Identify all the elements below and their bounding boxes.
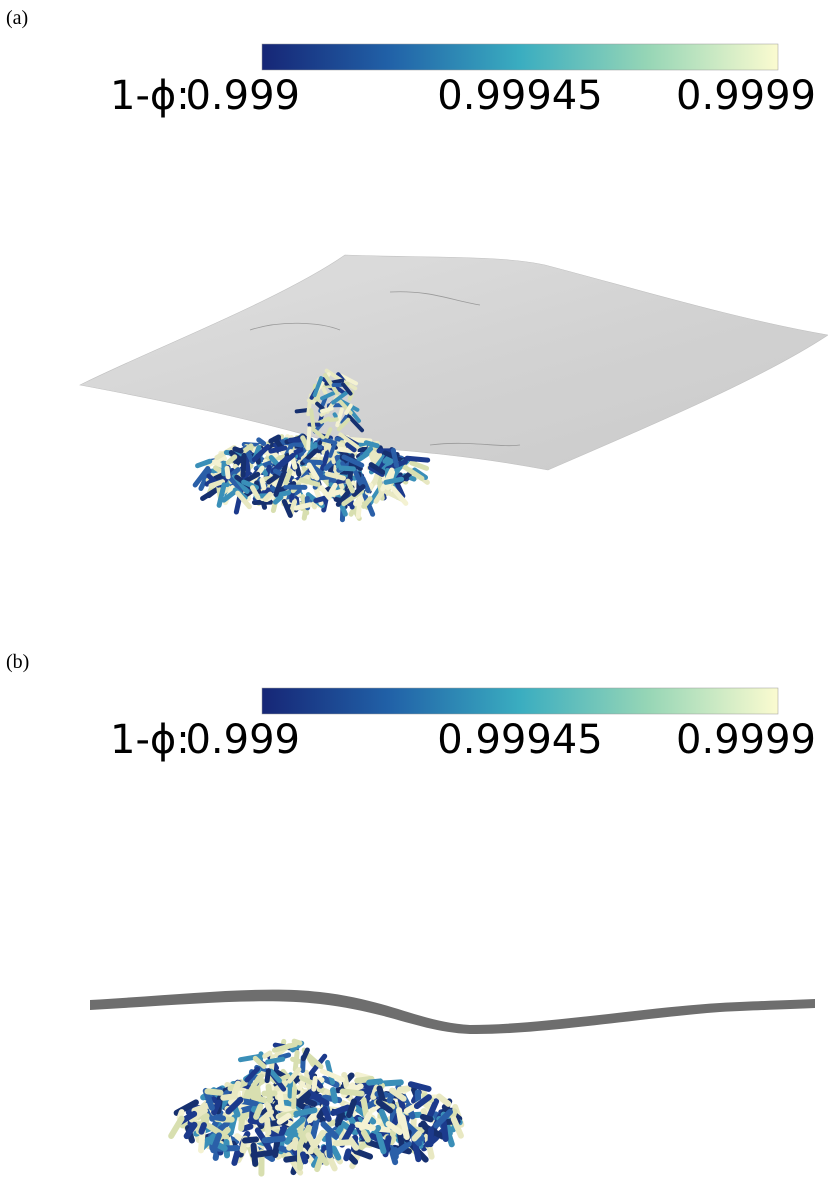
particle <box>375 476 377 482</box>
particle <box>439 1096 448 1103</box>
particle <box>343 1092 362 1094</box>
figure: (a) 1-ϕ: 0.999 0.99945 0.9999 (b) 1-ϕ: 0… <box>0 0 828 1180</box>
particle <box>334 1148 339 1157</box>
particle <box>295 450 301 453</box>
colorbar-tick: 0.99945 <box>437 717 602 763</box>
particle <box>265 1139 283 1141</box>
colorbar-tick: 0.9999 <box>676 73 816 119</box>
particle <box>246 456 248 471</box>
colorbar <box>262 44 778 70</box>
particle <box>262 480 264 488</box>
particle <box>311 410 313 426</box>
particle <box>243 1126 250 1128</box>
particle <box>333 1090 335 1101</box>
particle <box>256 1106 260 1116</box>
particle <box>383 1082 400 1083</box>
particle <box>282 1128 284 1133</box>
particle <box>407 458 428 460</box>
particle <box>216 1117 223 1118</box>
page: {"panels": [ {"label": "(a)", "colorbar"… <box>0 0 828 1180</box>
particle <box>307 1101 314 1104</box>
interface-surface <box>80 255 828 470</box>
particle <box>414 1134 418 1139</box>
particle <box>341 468 354 469</box>
particle <box>171 1119 181 1136</box>
particle <box>346 1151 348 1158</box>
particle <box>369 1081 380 1082</box>
colorbar-tick: 0.999 <box>185 73 300 119</box>
particle <box>267 1071 268 1081</box>
particle <box>227 468 228 477</box>
particle <box>325 1109 329 1119</box>
colorbar-tick: 0.99945 <box>437 73 602 119</box>
particle <box>235 449 241 451</box>
particle <box>322 408 332 411</box>
panel-label: (b) <box>6 651 29 673</box>
particle <box>316 498 324 500</box>
particle <box>444 1122 446 1139</box>
particle <box>400 1088 409 1089</box>
particle <box>268 1059 283 1062</box>
particle <box>309 462 321 463</box>
colorbar-tick: 0.9999 <box>676 717 816 763</box>
particle-cluster <box>171 1041 461 1173</box>
particle <box>296 1110 314 1114</box>
particle <box>303 1154 305 1161</box>
particle <box>364 1100 367 1116</box>
particle <box>328 1135 330 1155</box>
particle <box>253 1097 264 1100</box>
particle <box>364 1133 368 1140</box>
colorbar-title: 1-ϕ: <box>110 73 190 119</box>
colorbar-tick: 0.999 <box>185 717 300 763</box>
particle <box>308 428 309 448</box>
particle <box>380 1088 382 1097</box>
particle <box>366 443 377 446</box>
panel-label: (a) <box>6 7 28 29</box>
particle <box>233 470 238 474</box>
particle <box>412 463 427 469</box>
particle <box>271 448 285 451</box>
particle <box>265 1053 270 1056</box>
particle <box>267 1120 268 1133</box>
particle <box>294 1088 295 1107</box>
particle <box>314 1078 316 1089</box>
particle <box>403 1117 407 1137</box>
particle <box>313 1119 317 1136</box>
particle <box>295 1053 297 1070</box>
particle <box>296 505 309 508</box>
particle <box>330 419 337 420</box>
interface-band <box>90 990 815 1034</box>
particle <box>336 1142 352 1143</box>
particle <box>423 1117 431 1119</box>
particle <box>393 450 396 465</box>
particle <box>234 1084 238 1097</box>
particle <box>241 1112 243 1129</box>
particle <box>336 499 344 501</box>
particle <box>201 1125 203 1132</box>
particle <box>278 1107 294 1109</box>
particle <box>207 1091 220 1092</box>
particle <box>400 1134 402 1145</box>
particle <box>338 1113 342 1124</box>
particle <box>289 1143 295 1148</box>
particle <box>379 1136 383 1152</box>
particle <box>386 479 402 482</box>
particle <box>254 1146 256 1164</box>
particle <box>245 1139 256 1140</box>
particle <box>310 1115 314 1120</box>
colorbar <box>262 688 778 714</box>
particle <box>430 1130 431 1144</box>
particle <box>243 455 244 475</box>
particle <box>259 440 264 444</box>
colorbar-title: 1-ϕ: <box>110 717 190 763</box>
